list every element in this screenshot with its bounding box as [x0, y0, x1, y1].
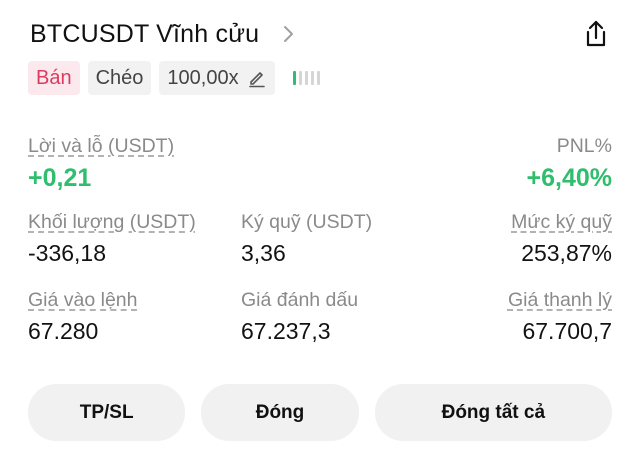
symbol-title[interactable]: BTCUSDT Vĩnh cửu [30, 19, 260, 48]
pnl-percent-value: +6,40% [526, 164, 613, 192]
close-button[interactable]: Đóng [201, 384, 359, 441]
risk-meter-icon [292, 71, 320, 85]
tpsl-button[interactable]: TP/SL [28, 384, 186, 441]
margin-mode-badge: Chéo [87, 61, 152, 95]
position-tags: Bán Chéo 100,00x [28, 61, 320, 95]
leverage-value: 100,00x [167, 66, 239, 89]
liquidation-price-label[interactable]: Giá thanh lý [507, 289, 612, 311]
volume-value: -336,18 [28, 240, 107, 266]
margin-label: Ký quỹ (USDT) [241, 211, 373, 233]
action-buttons: TP/SL Đóng Đóng tất cả [28, 384, 612, 441]
entry-price-label[interactable]: Giá vào lệnh [28, 289, 138, 311]
margin-level-value: 253,87% [521, 240, 612, 266]
pnl-value: +0,21 [28, 164, 92, 192]
side-badge: Bán [28, 61, 80, 95]
pnl-row: Lời và lỗ (USDT) +0,21 PNL% +6,40% [28, 135, 612, 197]
pnl-label[interactable]: Lời và lỗ (USDT) [28, 135, 175, 157]
close-all-button[interactable]: Đóng tất cả [374, 384, 612, 441]
position-header: BTCUSDT Vĩnh cửu [30, 16, 612, 52]
mark-price-value: 67.237,3 [241, 318, 331, 344]
margin-row: Khối lượng (USDT) -336,18 Ký quỹ (USDT) … [28, 211, 612, 273]
chevron-right-icon[interactable] [281, 24, 295, 44]
share-icon[interactable] [580, 18, 612, 50]
price-row: Giá vào lệnh 67.280 Giá đánh dấu 67.237,… [28, 289, 612, 351]
edit-pencil-icon[interactable] [247, 68, 267, 88]
margin-value: 3,36 [241, 240, 286, 266]
margin-level-label[interactable]: Mức ký quỹ [511, 211, 612, 233]
mark-price-label: Giá đánh dấu [241, 289, 359, 311]
leverage-badge[interactable]: 100,00x [159, 61, 275, 95]
pnl-percent-label: PNL% [556, 135, 612, 157]
liquidation-price-value: 67.700,7 [522, 318, 612, 344]
entry-price-value: 67.280 [28, 318, 99, 344]
volume-label[interactable]: Khối lượng (USDT) [28, 211, 196, 233]
